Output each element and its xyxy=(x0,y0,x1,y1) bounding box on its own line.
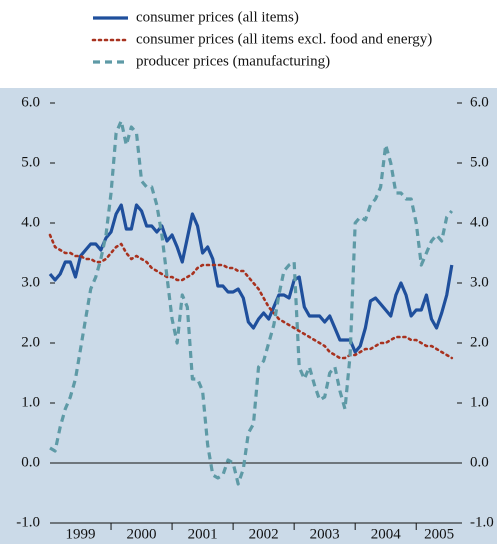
series-line xyxy=(49,119,454,486)
y-tick-label: 2.0 xyxy=(21,334,40,350)
y-tick-label: -1.0 xyxy=(16,514,40,530)
legend-label: consumer prices (all items excl. food an… xyxy=(136,31,432,47)
series-line xyxy=(48,203,454,354)
y-tick-label: 4.0 xyxy=(21,214,40,230)
x-tick-label: 2004 xyxy=(371,526,402,542)
y2-tick-label: 5.0 xyxy=(470,154,489,170)
y-tick-label: 3.0 xyxy=(21,274,40,290)
x-tick-label: 1999 xyxy=(66,526,96,542)
y2-tick-label: 6.0 xyxy=(470,94,489,110)
y2-tick-label: 3.0 xyxy=(470,274,489,290)
y-tick-label: 0.0 xyxy=(21,454,40,470)
y-tick-label: 5.0 xyxy=(21,154,40,170)
y-tick-label: 6.0 xyxy=(21,94,40,110)
y2-tick-label: 1.0 xyxy=(470,394,489,410)
y2-tick-label: 0.0 xyxy=(470,454,489,470)
x-tick-label: 2003 xyxy=(310,526,340,542)
x-tick-label: 2001 xyxy=(188,526,218,542)
x-tick-label: 2005 xyxy=(424,526,454,542)
y2-tick-label: -1.0 xyxy=(470,514,494,530)
x-tick-label: 2002 xyxy=(249,526,279,542)
legend-label: producer prices (manufacturing) xyxy=(136,53,330,69)
x-tick-label: 2000 xyxy=(127,526,157,542)
series-line xyxy=(48,233,454,360)
y2-tick-label: 4.0 xyxy=(470,214,489,230)
y-tick-label: 1.0 xyxy=(21,394,40,410)
y2-tick-label: 2.0 xyxy=(470,334,489,350)
legend-label: consumer prices (all items) xyxy=(136,9,299,25)
